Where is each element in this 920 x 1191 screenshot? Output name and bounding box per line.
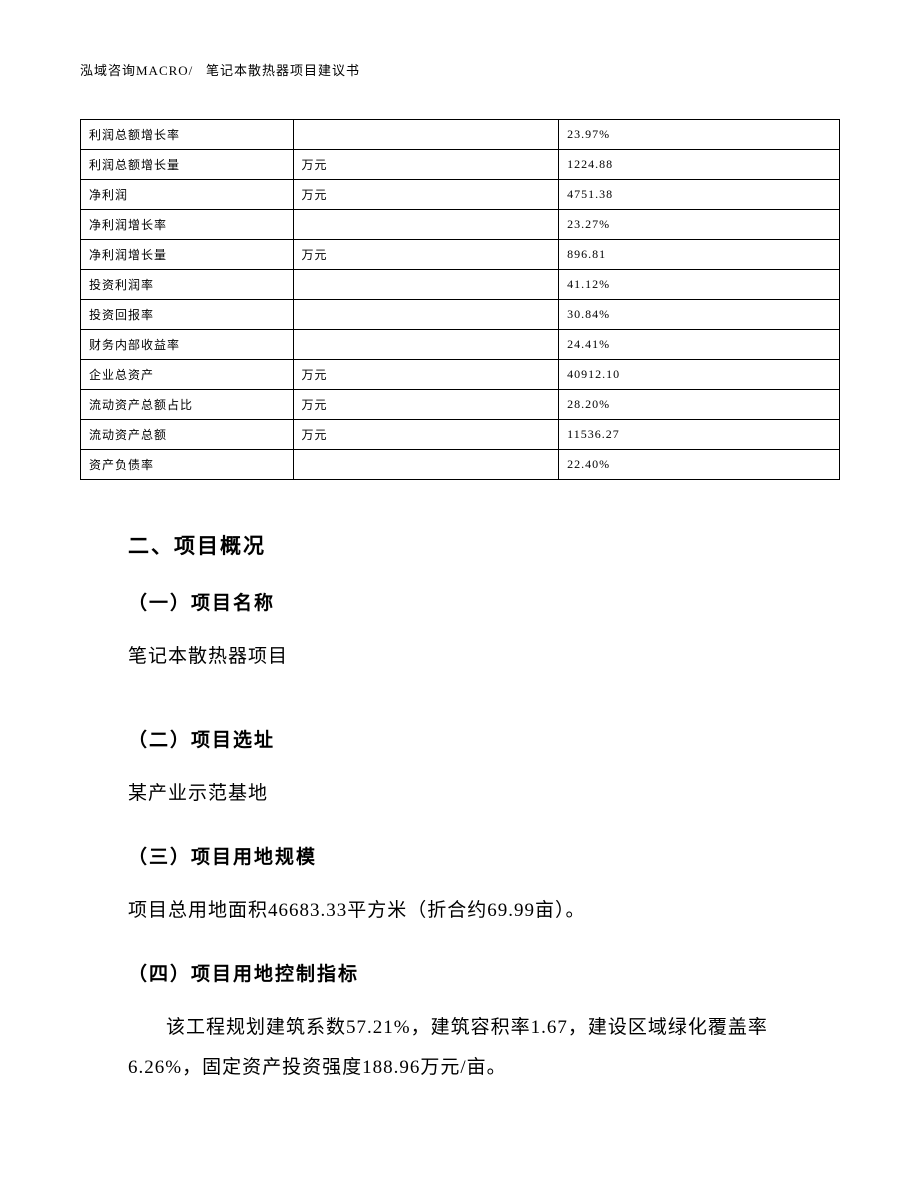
table-cell-unit bbox=[293, 300, 559, 330]
table-cell-value: 40912.10 bbox=[559, 360, 840, 390]
table-cell-value: 1224.88 bbox=[559, 150, 840, 180]
financial-table: 利润总额增长率23.97%利润总额增长量万元1224.88净利润万元4751.3… bbox=[80, 119, 840, 480]
table-cell-unit bbox=[293, 450, 559, 480]
project-name-text: 笔记本散热器项目 bbox=[128, 637, 820, 677]
table-cell-label: 财务内部收益率 bbox=[81, 330, 294, 360]
table-cell-unit: 万元 bbox=[293, 150, 559, 180]
table-cell-value: 4751.38 bbox=[559, 180, 840, 210]
table-cell-label: 企业总资产 bbox=[81, 360, 294, 390]
content-body: 二、项目概况 （一）项目名称 笔记本散热器项目 （二）项目选址 某产业示范基地 … bbox=[80, 530, 840, 1087]
table-row: 净利润万元4751.38 bbox=[81, 180, 840, 210]
header-doc-title: 笔记本散热器项目建议书 bbox=[206, 63, 360, 78]
table-row: 利润总额增长率 23.97% bbox=[81, 120, 840, 150]
project-location-text: 某产业示范基地 bbox=[128, 774, 820, 814]
table-cell-label: 利润总额增长量 bbox=[81, 150, 294, 180]
table-row: 利润总额增长量万元1224.88 bbox=[81, 150, 840, 180]
table-row: 资产负债率 22.40% bbox=[81, 450, 840, 480]
subsection-title-location: （二）项目选址 bbox=[128, 725, 820, 752]
table-cell-value: 23.27% bbox=[559, 210, 840, 240]
table-cell-unit bbox=[293, 330, 559, 360]
table-cell-value: 41.12% bbox=[559, 270, 840, 300]
table-row: 流动资产总额万元11536.27 bbox=[81, 420, 840, 450]
subsection-title-land-control: （四）项目用地控制指标 bbox=[128, 959, 820, 986]
table-cell-unit: 万元 bbox=[293, 390, 559, 420]
land-scale-text: 项目总用地面积46683.33平方米（折合约69.99亩）。 bbox=[128, 891, 820, 931]
table-row: 流动资产总额占比万元28.20% bbox=[81, 390, 840, 420]
table-cell-value: 28.20% bbox=[559, 390, 840, 420]
table-cell-label: 净利润 bbox=[81, 180, 294, 210]
section-title-overview: 二、项目概况 bbox=[128, 530, 820, 560]
table-cell-label: 利润总额增长率 bbox=[81, 120, 294, 150]
header-company: 泓域咨询MACRO/ bbox=[80, 63, 193, 78]
subsection-title-name: （一）项目名称 bbox=[128, 588, 820, 615]
land-control-text: 该工程规划建筑系数57.21%，建筑容积率1.67，建设区域绿化覆盖率6.26%… bbox=[128, 1008, 820, 1088]
table-cell-value: 896.81 bbox=[559, 240, 840, 270]
table-cell-label: 净利润增长量 bbox=[81, 240, 294, 270]
table-row: 财务内部收益率 24.41% bbox=[81, 330, 840, 360]
table-cell-label: 流动资产总额 bbox=[81, 420, 294, 450]
table-cell-unit: 万元 bbox=[293, 420, 559, 450]
table-row: 企业总资产万元40912.10 bbox=[81, 360, 840, 390]
table-cell-value: 23.97% bbox=[559, 120, 840, 150]
page-header: 泓域咨询MACRO/ 笔记本散热器项目建议书 bbox=[80, 60, 840, 79]
table-cell-unit bbox=[293, 270, 559, 300]
table-cell-value: 30.84% bbox=[559, 300, 840, 330]
table-cell-label: 流动资产总额占比 bbox=[81, 390, 294, 420]
table-cell-value: 24.41% bbox=[559, 330, 840, 360]
table-row: 净利润增长量万元896.81 bbox=[81, 240, 840, 270]
table-cell-unit bbox=[293, 120, 559, 150]
table-cell-label: 投资回报率 bbox=[81, 300, 294, 330]
table-cell-unit: 万元 bbox=[293, 240, 559, 270]
subsection-title-land-scale: （三）项目用地规模 bbox=[128, 842, 820, 869]
table-cell-unit: 万元 bbox=[293, 180, 559, 210]
table-row: 投资回报率 30.84% bbox=[81, 300, 840, 330]
table-cell-value: 22.40% bbox=[559, 450, 840, 480]
table-cell-unit bbox=[293, 210, 559, 240]
table-cell-value: 11536.27 bbox=[559, 420, 840, 450]
table-row: 净利润增长率 23.27% bbox=[81, 210, 840, 240]
table-row: 投资利润率 41.12% bbox=[81, 270, 840, 300]
table-cell-label: 资产负债率 bbox=[81, 450, 294, 480]
table-cell-label: 净利润增长率 bbox=[81, 210, 294, 240]
table-cell-label: 投资利润率 bbox=[81, 270, 294, 300]
table-cell-unit: 万元 bbox=[293, 360, 559, 390]
